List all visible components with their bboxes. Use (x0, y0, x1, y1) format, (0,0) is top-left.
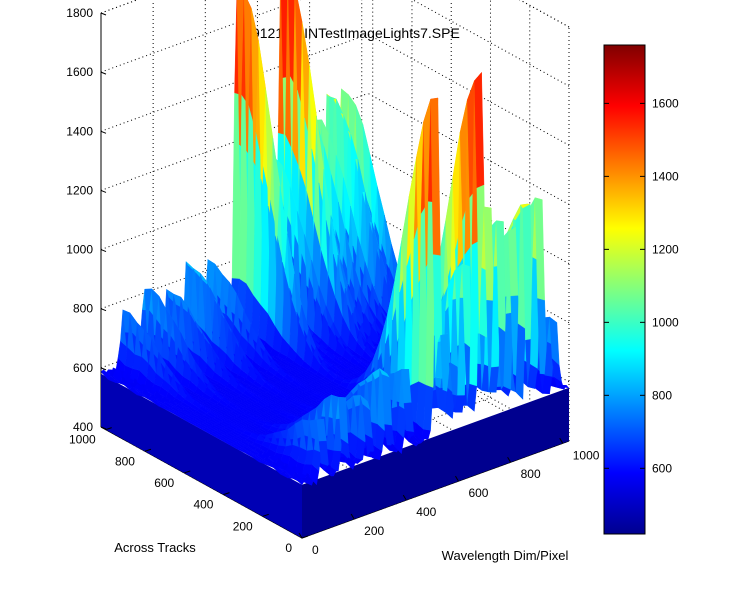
z-tick-label: 1000 (66, 243, 93, 257)
y-axis-label: Across Tracks (114, 540, 196, 555)
z-tick-mark (100, 12, 107, 16)
y-tick-label: 800 (115, 454, 135, 468)
surface-side-wall (101, 373, 302, 538)
grid-line (411, 0, 570, 87)
grid-line (519, 0, 570, 28)
z-tick-label: 800 (73, 302, 93, 316)
chart-title: 091214\BINTestImageLights7.SPE (244, 25, 460, 41)
colorbar-tick-label: 600 (652, 461, 672, 475)
y-tick-label: 1000 (69, 433, 96, 447)
surface-front-wall (302, 387, 569, 538)
z-tick-mark (100, 426, 107, 430)
z-tick-mark (100, 130, 107, 134)
grid-line (223, 397, 491, 496)
colorbar-tick-label: 1400 (652, 169, 679, 183)
x-tick-mark (298, 532, 303, 539)
y-tick-mark (262, 513, 269, 517)
x-tick-label: 0 (312, 543, 319, 557)
colorbar-tick-label: 1600 (652, 96, 679, 110)
z-tick-mark (100, 189, 107, 193)
grid-line (100, 33, 369, 132)
z-tick-label: 1200 (66, 183, 93, 197)
colorbar-ticks: 600 800 1000 1200 1400 1600 (604, 96, 679, 475)
colorbar-tick-label: 1200 (652, 242, 679, 256)
grid-line (100, 92, 369, 191)
z-tick-mark (100, 367, 107, 371)
colorbar: 600 800 1000 1200 1400 1600 (603, 44, 679, 535)
x-tick-mark (507, 456, 512, 463)
surface-patch (559, 384, 570, 389)
x-tick-mark (455, 475, 459, 482)
x-tick-label: 800 (521, 467, 541, 481)
x-tick-label: 400 (416, 505, 436, 519)
colorbar-gradient (603, 44, 646, 535)
colorbar-tick-label: 1000 (652, 315, 679, 329)
colorbar-tick-label: 800 (652, 388, 672, 402)
z-tick-mark (100, 71, 107, 75)
surface (100, 0, 570, 538)
axis-ticks: 400 600 800 1000 1200 1400 1600 1800 0 200 400 600 8… (66, 6, 599, 557)
x-tick-label: 600 (468, 486, 488, 500)
y-tick-mark (301, 535, 309, 539)
y-tick-label: 0 (285, 541, 292, 555)
x-tick-label: 200 (364, 524, 384, 538)
grid-line (100, 0, 139, 14)
z-tick-label: 1800 (66, 6, 93, 20)
y-tick-mark (144, 448, 152, 452)
y-tick-label: 400 (193, 498, 213, 512)
y-tick-mark (105, 427, 112, 431)
x-tick-mark (559, 438, 564, 444)
y-tick-label: 600 (154, 476, 174, 490)
z-tick-mark (100, 308, 107, 312)
y-tick-mark (184, 470, 191, 474)
x-tick-mark (350, 513, 355, 520)
z-tick-label: 1600 (66, 65, 93, 79)
grid-line (100, 0, 139, 14)
z-tick-label: 1400 (66, 124, 93, 138)
y-tick-mark (223, 492, 230, 496)
x-tick-label: 1000 (573, 448, 600, 462)
z-tick-label: 600 (73, 361, 93, 375)
grid-line (519, 0, 570, 28)
y-tick-label: 200 (233, 519, 253, 533)
x-axis-label: Wavelength Dim/Pixel (442, 548, 569, 563)
z-tick-mark (100, 249, 107, 253)
x-tick-mark (402, 494, 407, 501)
z-tick-label: 400 (73, 420, 93, 434)
